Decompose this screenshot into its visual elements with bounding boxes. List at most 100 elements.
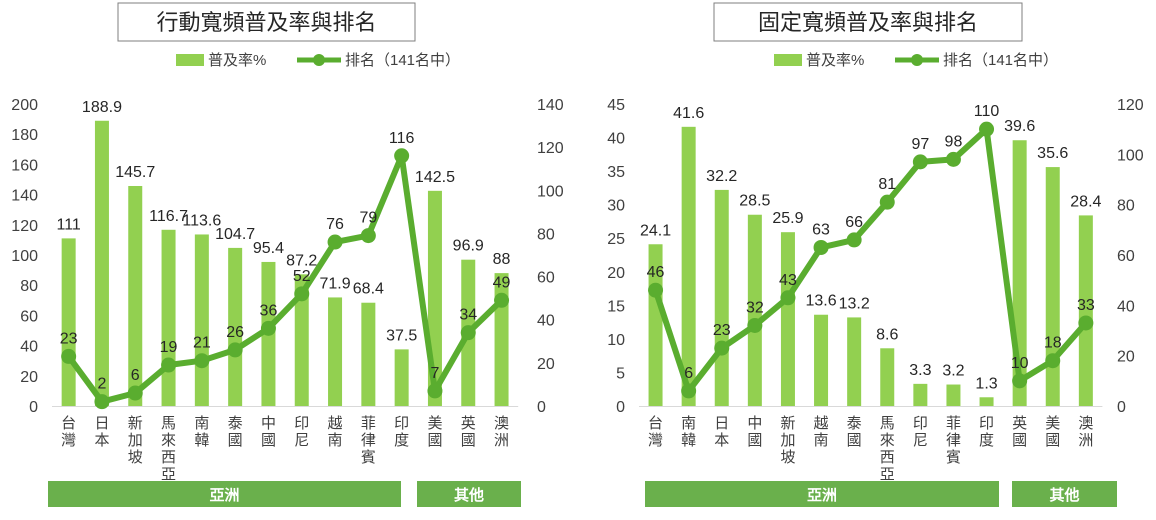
chart1-legend-bar-label: 普及率% [208,52,266,69]
chart1-bar-value-label: 68.4 [353,281,384,298]
chart1-group-box [48,481,401,507]
chart2-left-tick-label: 25 [607,231,625,248]
chart1-right-tick-label: 140 [537,97,564,114]
chart1-bar [61,238,76,406]
chart1-left-tick-label: 60 [20,308,38,325]
chart1-category-label: 英國 [461,414,476,449]
chart2-category-label: 馬來西亞 [880,415,895,483]
chart2-category-label: 越南 [814,415,829,449]
chart2-title: 固定寬頻普及率與排名 [758,10,978,35]
chart1-legend-line-marker [313,54,325,66]
chart2-rank-point [979,121,995,137]
chart2-bar [1078,215,1093,406]
chart2-rank-point [714,340,730,356]
chart1-right-tick-label: 20 [537,356,555,373]
chart2-bar [946,384,961,406]
chart1-bar-value-label: 95.4 [253,240,284,257]
chart1-rank-point [127,385,143,401]
chart2-right-tick-label: 100 [1117,147,1144,164]
chart2-category-label: 新加坡 [780,415,795,466]
chart2-bar-value-label: 3.2 [942,363,964,380]
chart2-bar-value-label: 41.6 [673,105,704,122]
chart1-title-box [117,2,416,42]
chart1-bar-value-label: 111 [56,216,80,233]
chart1-rank-point [394,148,410,164]
chart2-bar-value-label: 25.9 [772,210,803,227]
chart1-category-label: 日本 [94,415,109,449]
chart2-bar-value-label: 32.2 [706,168,737,185]
chart2-category-label: 南韓 [681,415,696,449]
chart1-left-tick-label: 40 [20,339,38,356]
chart2-rank-label: 23 [713,322,731,339]
chart2-legend-bar-label: 普及率% [806,52,864,69]
chart2-rank-point [912,154,928,170]
chart1-rank-point [360,228,376,244]
chart1-bar [294,274,309,406]
chart2-rank-point [945,151,961,167]
chart2-rank-point [1078,315,1094,331]
chart2-category-label: 英國 [1012,414,1027,449]
chart1-category-label: 泰國 [228,415,243,449]
chart1-bar-value-label: 87.2 [286,252,317,269]
chart1-bar [328,297,343,406]
chart1-rank-label: 116 [389,130,415,147]
chart1-category-label: 菲律賓 [361,415,376,466]
chart1-rank-label: 76 [326,216,344,233]
chart1-rank-point [260,320,276,336]
chart1-rank-label: 34 [459,307,477,324]
chart2-rank-point [846,232,862,248]
chart1-bar-value-label: 116.7 [149,208,188,225]
chart1-rank-label: 23 [60,330,78,347]
chart1-rank-point [294,286,310,302]
chart1-legend-bar-swatch [176,54,204,66]
chart1-category-label: 印尼 [294,415,309,449]
chart2-bar [880,348,895,406]
chart2-bar [780,232,795,406]
chart2-rank-point [648,282,664,298]
chart2-rank-point [681,383,697,399]
chart2-bar-value-label: 3.3 [909,362,931,379]
chart1-category-label: 中國 [261,415,276,449]
chart2-bar [681,126,696,406]
chart1-bar [128,185,143,406]
chart1-rank-label: 79 [359,210,377,227]
chart1-rank-label: 26 [226,324,244,341]
chart2-bar-value-label: 8.6 [876,326,898,343]
chart2-right-tick-label: 40 [1117,298,1135,315]
chart1-bar-value-label: 104.7 [215,226,255,243]
chart1-left-tick-label: 20 [20,369,38,386]
chart2-bar-value-label: 28.5 [739,193,770,210]
chart1-bar-value-label: 145.7 [115,164,155,181]
chart2-left-tick-label: 45 [607,97,625,114]
chart1-category-label: 美國 [427,415,442,449]
chart1-group-label: 其他 [454,486,484,504]
chart1-bar-value-label: 113.6 [182,212,221,229]
chart1-rank-point [327,234,343,250]
chart1-category-label: 澳洲 [494,415,509,449]
chart2-rank-point [1012,373,1028,389]
chart2-rank-label: 43 [779,272,797,289]
chart1-category-label: 南韓 [194,415,209,449]
chart1-rank-label: 36 [260,302,278,319]
chart1-rank-point [494,292,510,308]
chart2-right-tick-label: 120 [1117,97,1144,114]
chart1-category-label: 台灣 [61,415,76,449]
chart1-bar [228,247,243,406]
chart1-bar-value-label: 88 [493,251,511,268]
chart2-title-box [713,2,1023,42]
chart1-category-label: 新加坡 [128,415,143,466]
chart2-bar [1045,167,1060,406]
chart1-left-tick-label: 180 [11,127,38,144]
chart1-rank-label: 52 [293,268,311,285]
chart2-rank-point [813,239,829,255]
chart1-bar [94,120,109,407]
chart2-category-label: 印度 [979,415,994,449]
chart1-group-label: 亞洲 [209,487,239,504]
chart1-rank-point [61,348,77,364]
chart2-bar [847,317,862,406]
chart2-right-tick-label: 20 [1117,349,1135,366]
chart1-category-label: 越南 [328,415,343,449]
chart1-title: 行動寬頻普及率與排名 [156,10,376,35]
chart2-left-tick-label: 35 [607,164,625,181]
